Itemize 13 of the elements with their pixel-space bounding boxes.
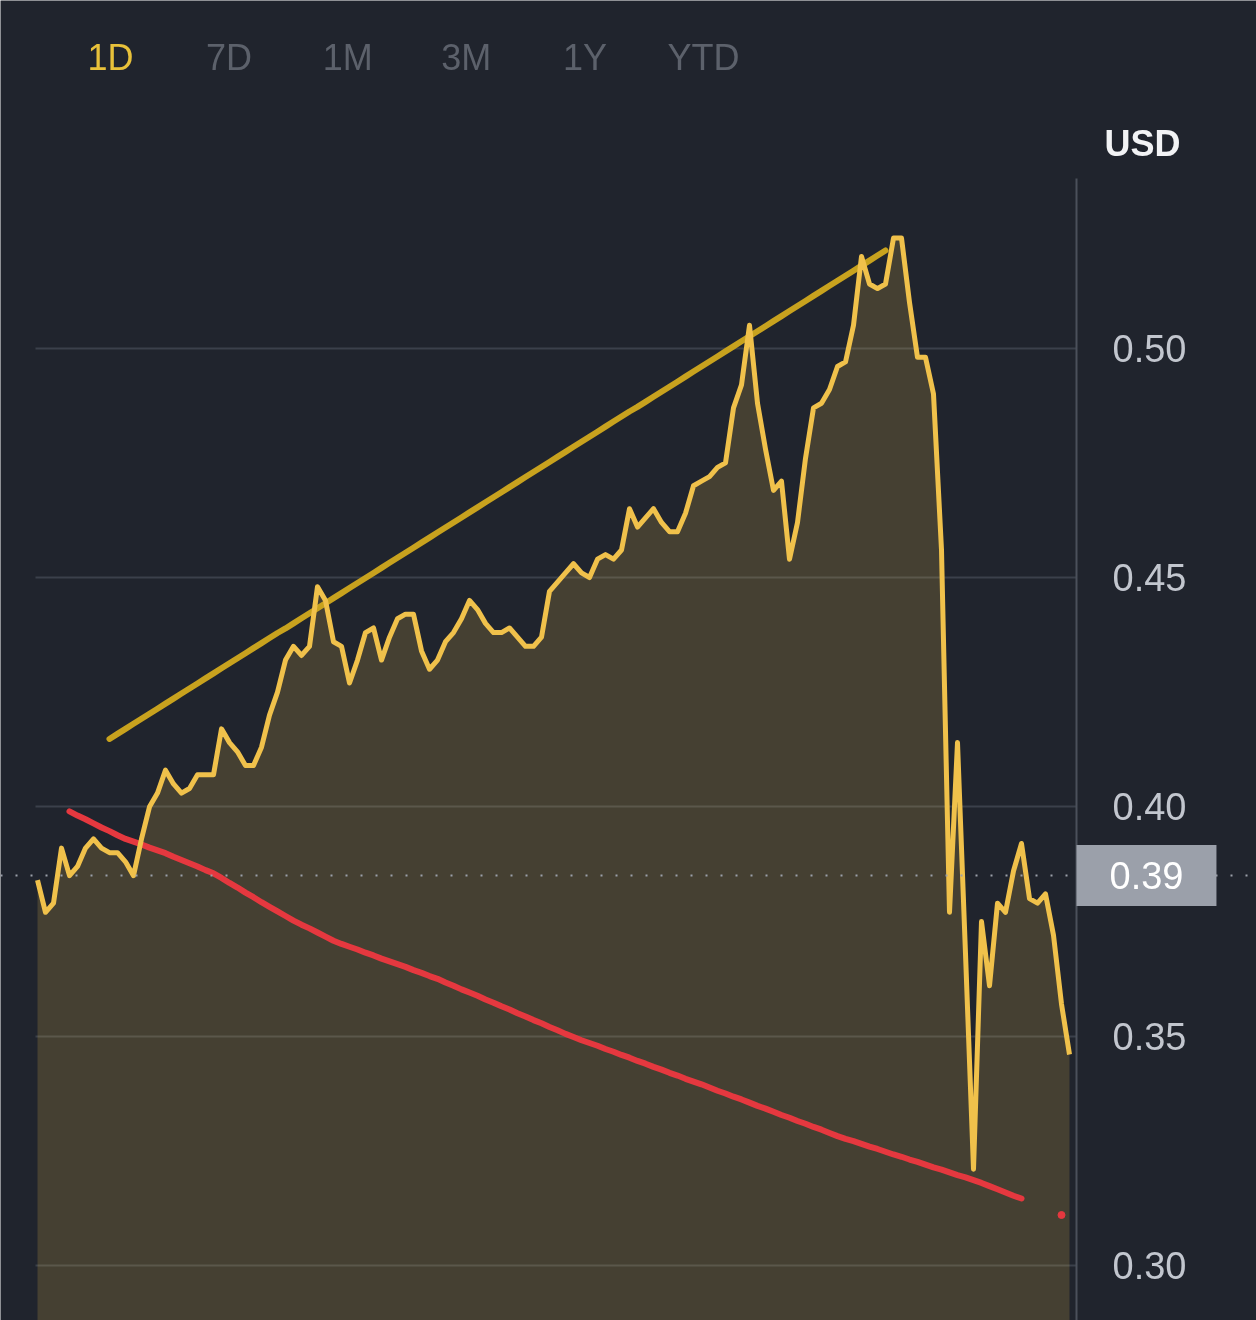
y-tick-label: 0.40 — [1112, 786, 1187, 829]
text: 3M — [441, 37, 492, 78]
text: 1M — [322, 37, 373, 78]
y-axis-title: USD — [1104, 123, 1181, 164]
y-tick-label: 0.50 — [1112, 327, 1187, 370]
text: 7D — [206, 37, 253, 78]
text: YTD — [667, 37, 740, 78]
ref-line-label: 0.39 — [1109, 855, 1184, 898]
y-tick-label: 0.30 — [1112, 1244, 1187, 1287]
text: 1Y — [562, 37, 607, 78]
text: 1D — [87, 37, 134, 78]
y-tick-label: 0.35 — [1112, 1015, 1187, 1058]
y-tick-label: 0.45 — [1112, 557, 1187, 600]
